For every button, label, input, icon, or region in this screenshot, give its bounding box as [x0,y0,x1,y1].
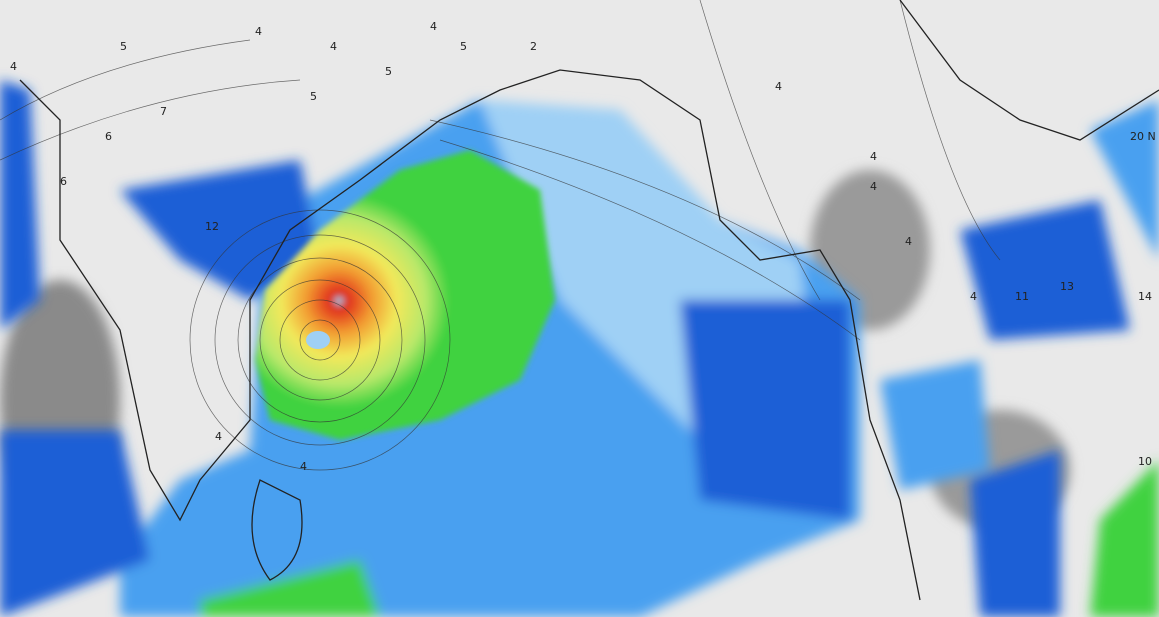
contour-label: 5 [310,90,317,103]
contour-label: 11 [1015,290,1029,303]
contour-label: 5 [460,40,467,53]
contour-label: 4 [430,20,437,33]
cyclone [255,150,555,440]
contour-label: 4 [255,25,262,38]
contour-label: 4 [215,430,222,443]
contour-label: 4 [330,40,337,53]
cyclone-eye [306,331,330,349]
contour-label: 4 [870,150,877,163]
contour-label: 13 [1060,280,1074,293]
coastlines [19,0,1159,601]
contour-label: 4 [10,60,17,73]
contour-label: 4 [905,235,912,248]
contour-label: 14 [1138,290,1152,303]
contour-label: 7 [160,105,167,118]
contour-label: 4 [775,80,782,93]
contour-label: 6 [60,175,67,188]
contour-label: 6 [105,130,112,143]
ocean-wind-field [0,80,1159,617]
contour-label: 4 [970,290,977,303]
contour-label: 2 [530,40,537,53]
contour-label: 20 N [1130,130,1156,143]
contour-label: 4 [300,460,307,473]
contour-label: 5 [120,40,127,53]
contour-label: 5 [385,65,392,78]
contour-label: 12 [205,220,219,233]
isobars [0,0,1001,471]
contour-label: 10 [1138,455,1152,468]
contour-label: 4 [870,180,877,193]
